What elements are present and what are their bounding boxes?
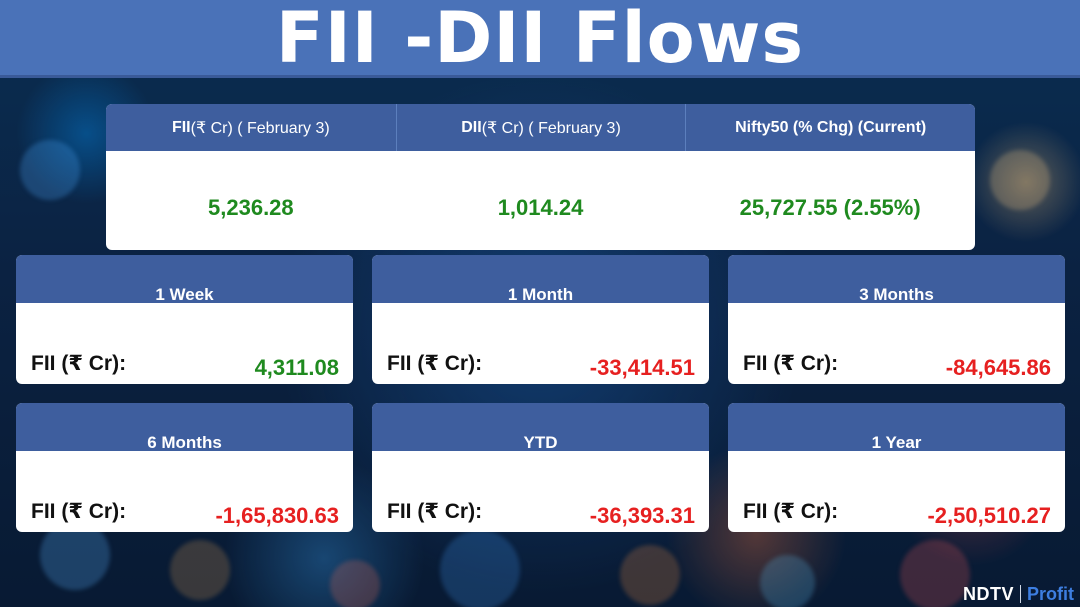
card-6-months: 6 Months FII (₹ Cr): -1,65,830.63: [16, 403, 353, 532]
card-title: YTD: [372, 403, 709, 452]
card-title: 3 Months: [728, 255, 1065, 304]
card-label: FII (₹ Cr):: [743, 352, 839, 375]
nifty-header: Nifty50 (% Chg) (Current): [685, 104, 975, 151]
ndtv-profit-logo: NDTV Profit: [963, 583, 1074, 605]
card-label: FII (₹ Cr):: [31, 500, 127, 523]
nifty-value: 25,727.55 (2.55%): [739, 194, 921, 220]
card-value: -2,50,510.27: [927, 503, 1051, 528]
card-value: 4,311.08: [254, 355, 339, 380]
dii-daily-header-rest: (₹ Cr) ( February 3): [481, 119, 621, 137]
card-3-months: 3 Months FII (₹ Cr): -84,645.86: [728, 255, 1065, 384]
card-value: -84,645.86: [945, 355, 1051, 380]
card-title: 1 Week: [16, 255, 353, 304]
page-title: FII -DII Flows: [275, 0, 805, 79]
card-1-month: 1 Month FII (₹ Cr): -33,414.51: [372, 255, 709, 384]
card-value: -36,393.31: [589, 503, 695, 528]
card-label: FII (₹ Cr):: [743, 500, 839, 523]
card-value: -33,414.51: [589, 355, 695, 380]
logo-sub: Profit: [1027, 583, 1074, 604]
logo-divider: [1020, 585, 1021, 603]
logo-brand: NDTV: [963, 583, 1014, 604]
card-title: 1 Year: [728, 403, 1065, 452]
card-1-year: 1 Year FII (₹ Cr): -2,50,510.27: [728, 403, 1065, 532]
card-label: FII (₹ Cr):: [31, 352, 127, 375]
card-1-week: 1 Week FII (₹ Cr): 4,311.08: [16, 255, 353, 384]
fii-daily-header: FII (₹ Cr) ( February 3): [106, 104, 396, 151]
fii-daily-value: 5,236.28: [208, 194, 294, 220]
card-title: 1 Month: [372, 255, 709, 304]
card-title-text: 1 Month: [507, 285, 574, 304]
nifty-column: Nifty50 (% Chg) (Current) 25,727.55 (2.5…: [685, 104, 975, 250]
fii-daily-column: FII (₹ Cr) ( February 3) 5,236.28: [106, 104, 396, 250]
title-bar: FII -DII Flows: [0, 0, 1080, 79]
dii-daily-header: DII (₹ Cr) ( February 3): [395, 104, 686, 151]
nifty-header-bold: Nifty50 (% Chg) (Current): [735, 118, 927, 136]
card-title-text: 1 Week: [155, 285, 214, 304]
card-ytd: YTD FII (₹ Cr): -36,393.31: [372, 403, 709, 532]
dii-daily-header-bold: DII: [461, 118, 482, 136]
card-title-text: YTD: [523, 433, 558, 452]
card-title-text: 1 Year: [871, 433, 922, 452]
card-title-text: 3 Months: [859, 285, 934, 304]
dii-daily-value: 1,014.24: [497, 194, 584, 220]
summary-card: FII (₹ Cr) ( February 3) 5,236.28 DII (₹ C…: [106, 104, 975, 250]
fii-daily-header-bold: FII: [171, 118, 191, 136]
dii-daily-column: DII (₹ Cr) ( February 3) 1,014.24: [395, 104, 686, 250]
card-label: FII (₹ Cr):: [387, 352, 483, 375]
card-value: -1,65,830.63: [215, 503, 339, 528]
card-title: 6 Months: [16, 403, 353, 452]
card-title-text: 6 Months: [147, 433, 222, 452]
fii-daily-header-rest: (₹ Cr) ( February 3): [190, 119, 330, 137]
card-label: FII (₹ Cr):: [387, 500, 483, 523]
